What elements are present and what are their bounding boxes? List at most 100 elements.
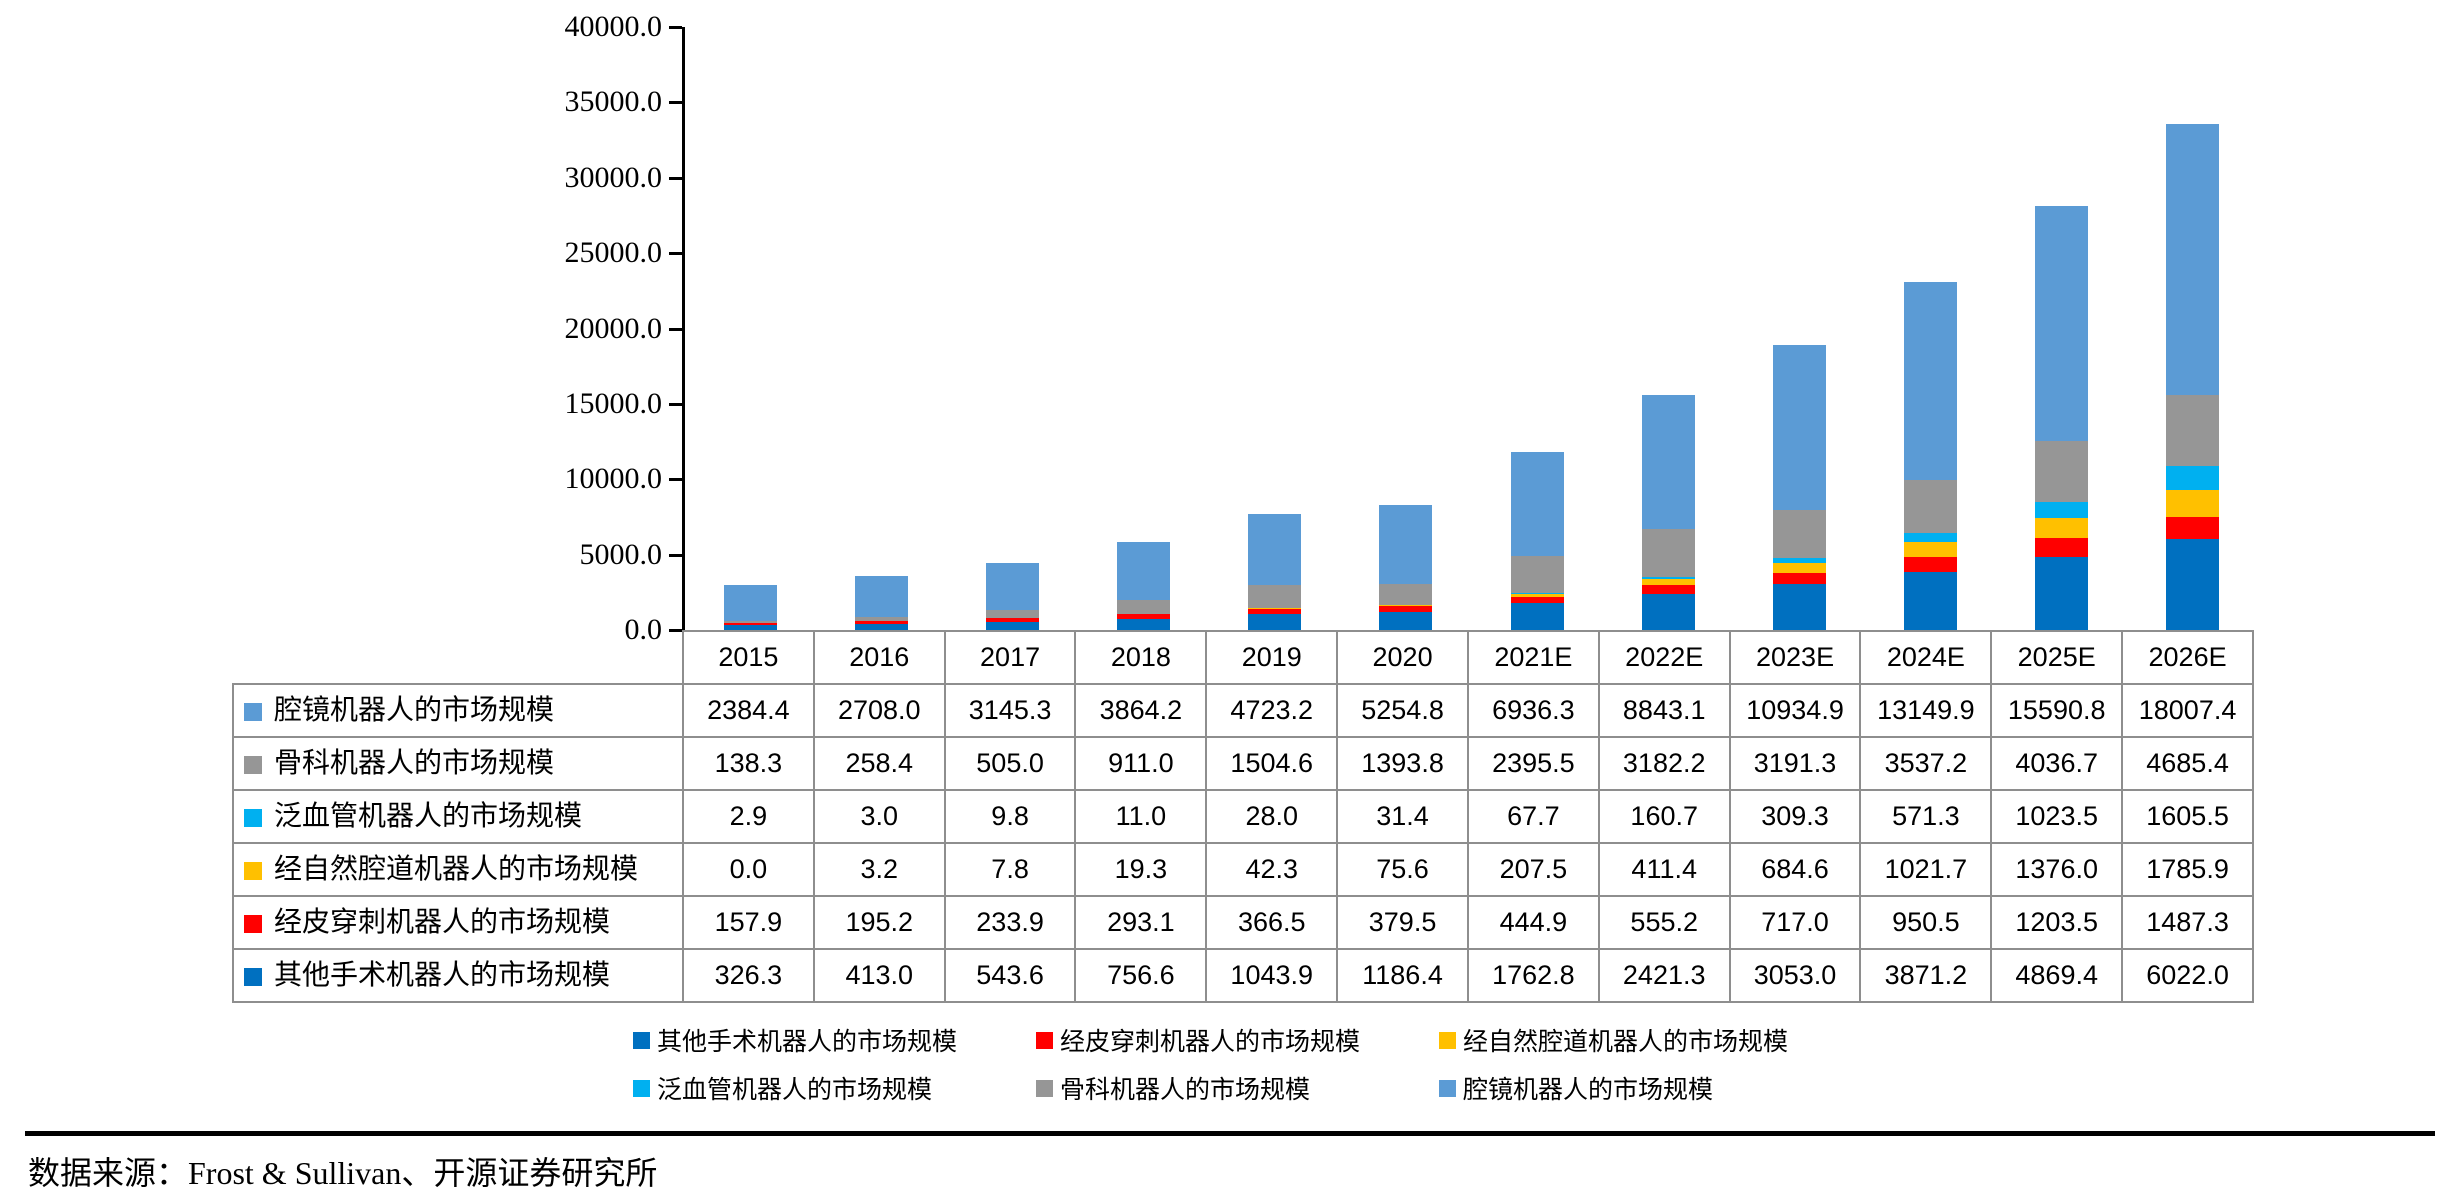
value-cell: 326.3: [682, 948, 815, 1003]
series-label: 经皮穿刺机器人的市场规模: [274, 906, 611, 938]
series-label-cell: 泛血管机器人的市场规模: [232, 789, 684, 844]
year-header-cell: 2021E: [1466, 630, 1600, 685]
stacked-bar-2020: [1379, 504, 1433, 630]
bar-segment: [1379, 605, 1433, 607]
y-axis-labels: 0.0 5000.0 10000.0 15000.0 20000.0 25000.0 300…: [390, 11, 663, 646]
value-cell: 7.8: [943, 842, 1077, 897]
year-header-cell: 2025E: [1990, 630, 2124, 685]
table-corner-blank: [233, 631, 683, 684]
value-cell: 4685.4: [2121, 736, 2254, 791]
value-cell: 444.9: [1466, 895, 1600, 950]
y-axis-tick: [669, 176, 682, 180]
value-cell: 505.0: [943, 736, 1077, 791]
bar-segment: [2165, 516, 2219, 540]
y-axis-tick: [669, 478, 682, 482]
value-cell: 10934.9: [1728, 683, 1862, 738]
bar-segment: [1379, 583, 1433, 605]
bar-segment: [1772, 583, 1826, 630]
bar-segment: [1641, 585, 1695, 594]
plot-area: [669, 26, 2258, 632]
bar-segment: [1510, 592, 1564, 594]
bar-segment: [855, 623, 909, 630]
series-swatch: [244, 808, 262, 827]
bar-segment: [1772, 562, 1826, 574]
y-axis-tick-label: 0.0: [624, 613, 663, 646]
bar-segment: [1117, 541, 1171, 601]
bar-segment: [2034, 206, 2088, 442]
value-cell: 67.7: [1466, 789, 1600, 844]
value-cell: 379.5: [1336, 895, 1469, 950]
table-row: 经自然腔道机器人的市场规模 0.0 3.2 7.8 19.3 42.3 75.6 207.5 4…: [232, 842, 2254, 897]
y-axis-tick: [669, 327, 682, 331]
legend-label: 其他手术机器人的市场规模: [657, 1029, 958, 1056]
value-cell: 1487.3: [2121, 895, 2254, 950]
bar-segment: [855, 620, 909, 624]
value-cell: 138.3: [682, 736, 815, 791]
bar-segment: [2034, 556, 2088, 630]
value-cell: 2421.3: [1597, 948, 1731, 1003]
legend-item: 泛血管机器人的市场规模: [633, 1070, 1036, 1106]
bar-segment: [1641, 528, 1695, 577]
bar-segment: [1510, 451, 1564, 557]
bar-segment: [1772, 510, 1826, 559]
value-cell: 571.3: [1859, 789, 1993, 844]
y-axis-tick: [669, 553, 682, 557]
series-label: 其他手术机器人的市场规模: [274, 959, 611, 991]
series-label: 骨科机器人的市场规模: [274, 747, 555, 779]
value-cell: 9.8: [943, 789, 1077, 844]
y-axis-tick-label: 35000.0: [564, 85, 663, 119]
value-cell: 233.9: [943, 895, 1077, 950]
legend-item: 经自然腔道机器人的市场规模: [1439, 1022, 1842, 1058]
y-axis-tick: [669, 26, 682, 29]
value-cell: 1393.8: [1336, 736, 1469, 791]
series-swatch: [244, 702, 262, 721]
bar-segment: [1641, 395, 1695, 529]
bar-segment: [855, 576, 909, 617]
bar-segment: [1903, 557, 1957, 572]
stacked-bar-2015: [724, 584, 778, 630]
series-label-cell: 骨科机器人的市场规模: [232, 736, 684, 791]
value-cell: 8843.1: [1597, 683, 1731, 738]
separator-line: [25, 1131, 2435, 1136]
bar-segment: [1903, 281, 1957, 481]
value-cell: 3145.3: [943, 683, 1077, 738]
bar-segment: [1772, 573, 1826, 584]
bar-segment: [1903, 541, 1957, 558]
bar-segment: [986, 618, 1040, 622]
legend-swatch-icon: [633, 1031, 650, 1049]
series-label-cell: 其他手术机器人的市场规模: [232, 948, 684, 1003]
bar-segment: [1248, 608, 1302, 609]
bar-segment: [1248, 513, 1302, 586]
value-cell: 293.1: [1074, 895, 1208, 950]
series-label: 腔镜机器人的市场规模: [274, 694, 555, 726]
value-cell: 3053.0: [1728, 948, 1862, 1003]
bar-segment: [1248, 585, 1302, 608]
bar-segment: [1248, 608, 1302, 615]
bar-segment: [1510, 556, 1564, 593]
value-cell: 4723.2: [1205, 683, 1339, 738]
bar-segment: [2034, 517, 2088, 539]
stacked-bar-2022E: [1641, 395, 1695, 630]
bar-segment: [1510, 593, 1564, 597]
bar-segment: [1903, 480, 1957, 534]
bar-segment: [2165, 539, 2219, 630]
bar-segment: [1379, 504, 1433, 584]
bar-segment: [1510, 603, 1564, 630]
y-axis-tick: [669, 252, 682, 256]
stacked-bar-2021E: [1510, 451, 1564, 630]
bar-segment: [2034, 441, 2088, 503]
series-label: 经自然腔道机器人的市场规模: [274, 853, 639, 885]
value-cell: 3182.2: [1597, 736, 1731, 791]
value-cell: 366.5: [1205, 895, 1339, 950]
value-cell: 1762.8: [1466, 948, 1600, 1003]
value-cell: 6022.0: [2121, 948, 2254, 1003]
series-swatch: [244, 967, 262, 986]
value-cell: 1186.4: [1336, 948, 1469, 1003]
stacked-bar-2018: [1117, 541, 1171, 630]
value-cell: 4036.7: [1990, 736, 2124, 791]
bar-segment: [2165, 123, 2219, 396]
legend: 其他手术机器人的市场规模 经皮穿刺机器人的市场规模 经自然腔道机器人的市场规模 泛血管…: [633, 1016, 1842, 1112]
legend-label: 骨科机器人的市场规模: [1060, 1077, 1311, 1104]
y-axis-tick: [669, 402, 682, 406]
y-axis-tick: [669, 629, 682, 632]
